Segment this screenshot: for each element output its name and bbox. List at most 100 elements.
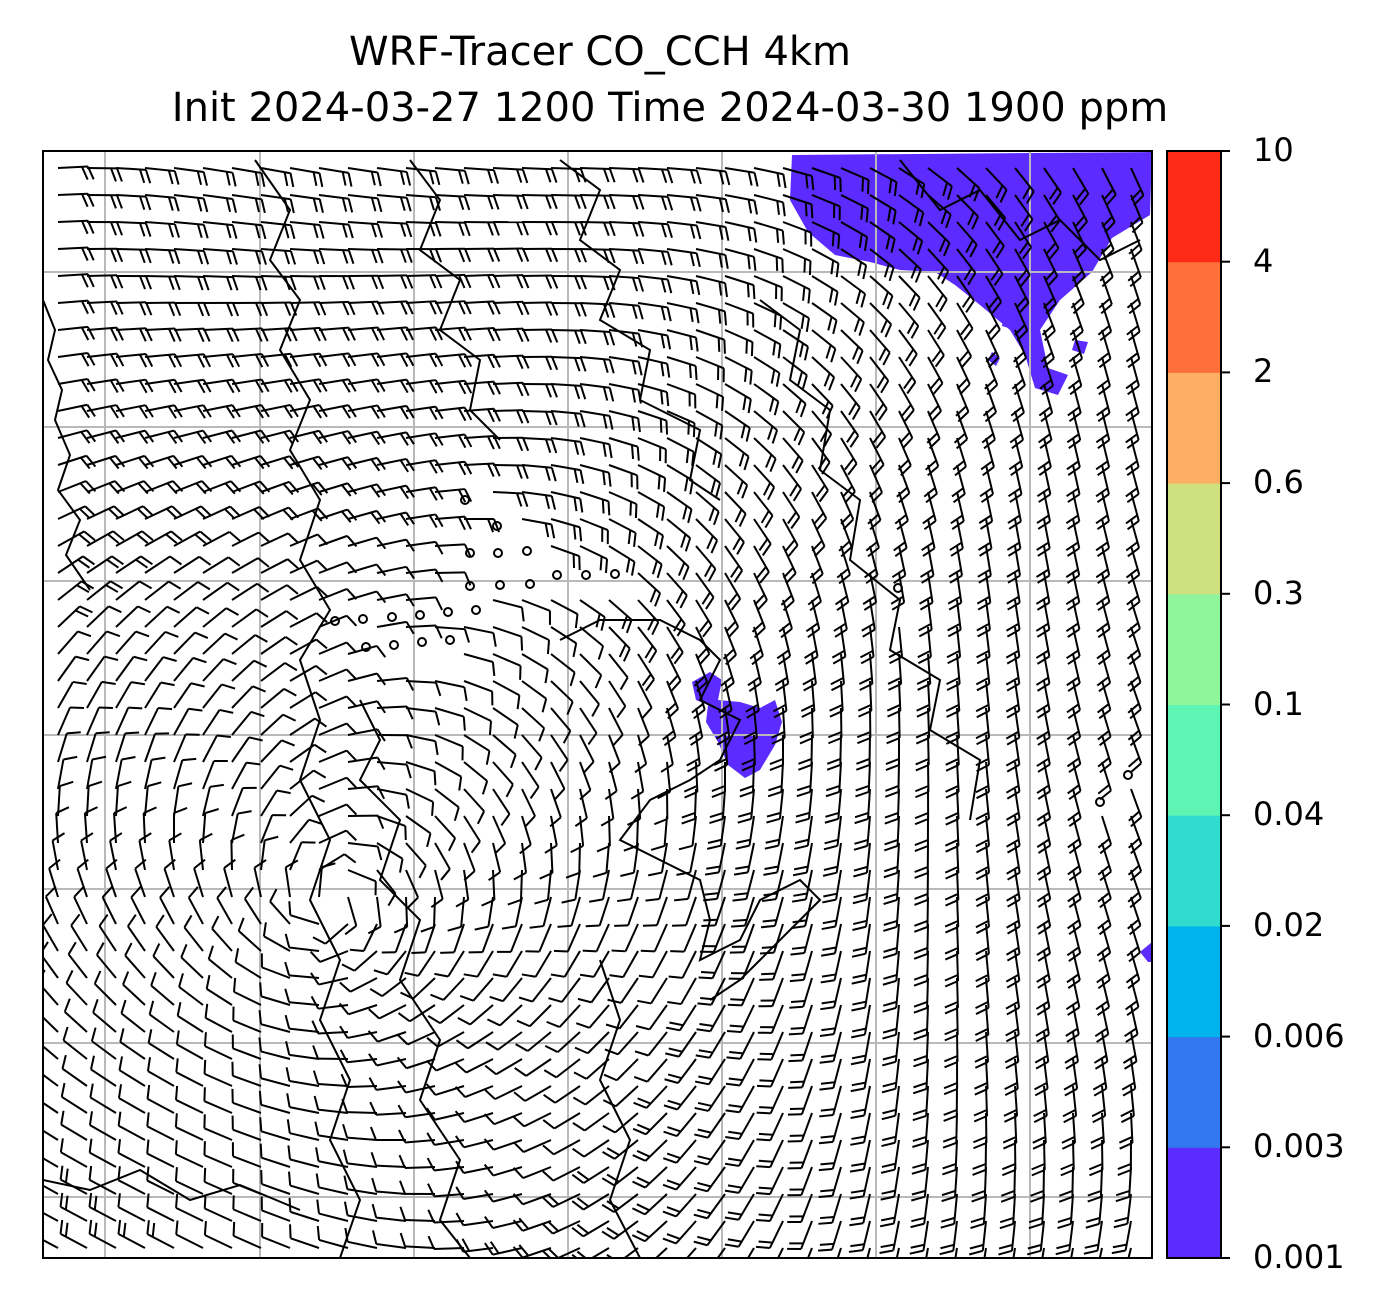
wind-barb — [342, 1123, 378, 1141]
wind-barb — [285, 1067, 320, 1087]
wind-barb — [187, 886, 204, 925]
wind-barb — [608, 275, 645, 292]
wind-barb — [202, 683, 236, 709]
wind-barb — [492, 599, 525, 622]
wind-barb — [202, 783, 224, 817]
wind-barb — [820, 950, 842, 984]
wind-barb — [799, 707, 814, 745]
wind-barb — [521, 383, 558, 398]
wind-barb — [976, 599, 991, 638]
wind-barb — [666, 464, 694, 495]
wind-barb — [608, 167, 645, 183]
wind-barb — [492, 491, 529, 508]
wind-barb — [550, 950, 581, 978]
wind-barb — [608, 194, 645, 210]
wind-barb — [312, 1070, 349, 1087]
wind-barb — [1005, 761, 1021, 800]
wind-barb — [543, 1085, 581, 1104]
wind-barb — [592, 842, 610, 878]
wind-barb — [405, 352, 444, 368]
wind-barb — [396, 1031, 436, 1046]
wind-barb — [632, 1112, 668, 1136]
wind-barb — [1043, 221, 1060, 260]
wind-barb — [927, 356, 944, 395]
wind-barb — [954, 1247, 958, 1258]
wind-barb — [1097, 896, 1112, 936]
wind-barb — [579, 329, 616, 346]
wind-barb — [542, 1166, 581, 1182]
wind-barb — [399, 1180, 436, 1195]
wind-barb — [809, 545, 824, 585]
wind-barb — [492, 734, 517, 769]
wind-barb — [521, 491, 557, 510]
wind-barb — [914, 842, 929, 879]
tracer-north-region — [790, 152, 1152, 395]
wind-barb — [318, 352, 357, 367]
wind-barb — [727, 977, 755, 1007]
wind-barb — [492, 409, 530, 424]
wind-barb — [647, 842, 668, 877]
wind-barb — [737, 788, 755, 824]
wind-barb — [57, 706, 85, 736]
wind-barb — [347, 248, 384, 264]
wind-barb — [941, 1166, 958, 1203]
wind-barb — [155, 914, 175, 952]
wind-barb — [258, 1064, 291, 1087]
wind-barb — [662, 707, 677, 747]
wind-barb — [144, 167, 180, 185]
wind-barb — [173, 378, 212, 394]
wind-barb — [544, 1031, 581, 1054]
wind-barb — [405, 432, 444, 447]
wind-barb — [542, 1139, 581, 1156]
wind-barb — [869, 248, 895, 282]
wind-barb — [434, 734, 464, 761]
wind-barb — [758, 977, 784, 1008]
wind-barb — [518, 977, 552, 1003]
wind-barb — [202, 581, 240, 601]
wind-barb — [881, 1112, 900, 1148]
wind-barb — [148, 1000, 175, 1033]
wind-barb — [753, 518, 772, 556]
wind-barb — [764, 815, 784, 850]
wind-barb — [956, 167, 981, 202]
wind-barb — [1093, 1031, 1109, 1070]
wind-barb — [550, 680, 574, 716]
wind-barb — [732, 869, 755, 902]
wind-barb — [260, 662, 298, 682]
wind-barb — [953, 410, 969, 450]
wind-barb — [405, 379, 444, 394]
wind-barb — [521, 274, 559, 289]
wind-barb — [1039, 356, 1054, 396]
wind-barb — [399, 1206, 436, 1222]
wind-barb — [852, 869, 871, 905]
wind-barb — [972, 1139, 987, 1176]
wind-barb — [233, 977, 262, 1006]
wind-barb — [667, 977, 697, 1006]
wind-barb — [977, 545, 992, 584]
wind-barb — [284, 933, 320, 952]
wind-barb — [883, 869, 900, 906]
wind-barb — [173, 248, 210, 265]
colorbar-tick-label: 0.001 — [1253, 1238, 1345, 1276]
wind-barb — [183, 914, 204, 952]
wind-barb — [927, 167, 953, 200]
coastline-north-east — [899, 159, 1141, 262]
wind-barb — [848, 1220, 871, 1253]
wind-barb — [492, 626, 524, 651]
wind-barb — [404, 950, 436, 977]
wind-barb — [548, 977, 581, 1003]
wind-barb — [341, 950, 378, 972]
wind-barb — [521, 707, 546, 742]
wind-barb — [666, 572, 688, 609]
wind-barb — [144, 555, 183, 574]
wind-barb — [86, 247, 124, 263]
wind-barb — [550, 356, 587, 372]
wind-barb — [173, 167, 208, 186]
map-area — [43, 151, 1152, 1258]
wind-barb — [579, 680, 600, 717]
wind-barb — [115, 505, 154, 520]
wind-barb — [115, 655, 148, 682]
wind-barb — [521, 626, 551, 655]
wind-barb — [405, 459, 444, 474]
wind-barb — [912, 1112, 929, 1148]
